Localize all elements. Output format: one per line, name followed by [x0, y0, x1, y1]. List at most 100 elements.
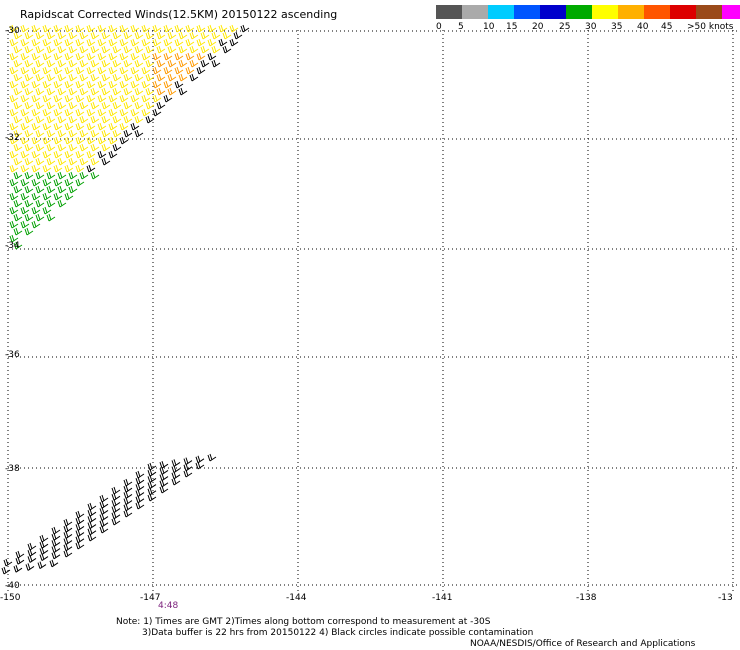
- wind-barb: [183, 457, 193, 466]
- wind-barb: [24, 129, 34, 138]
- wind-barb: [112, 59, 122, 68]
- wind-barb: [46, 31, 56, 40]
- wind-barb: [46, 171, 56, 180]
- wind-barb: [13, 565, 23, 573]
- wind-barb: [79, 45, 89, 54]
- wind-barb: [35, 87, 45, 96]
- wind-barb: [42, 206, 52, 215]
- wind-barb: [90, 73, 100, 82]
- wind-barb: [68, 115, 78, 124]
- wind-barb: [135, 495, 145, 504]
- wind-barb: [24, 199, 34, 208]
- wind-barb: [42, 122, 52, 131]
- wind-barb: [130, 52, 140, 61]
- wind-barb: [31, 178, 41, 187]
- wind-barb: [123, 31, 133, 40]
- wind-barb: [63, 525, 73, 533]
- wind-barb: [24, 59, 34, 68]
- wind-barb: [101, 143, 111, 152]
- wind-barb: [79, 171, 89, 180]
- wind-barb: [123, 129, 133, 138]
- wind-barb: [90, 45, 100, 54]
- wind-barb: [87, 527, 97, 536]
- wind-barb: [53, 94, 63, 103]
- wind-barb: [64, 80, 74, 89]
- wind-barb: [167, 31, 177, 40]
- wind-barb: [39, 534, 49, 543]
- wind-barb: [119, 94, 129, 103]
- wind-barb: [68, 129, 78, 138]
- wind-barb: [159, 473, 169, 482]
- wind-barb: [64, 94, 74, 103]
- wind-barb: [42, 94, 52, 103]
- wind-barb: [152, 52, 162, 61]
- wind-barb: [35, 199, 45, 208]
- legend-swatch: [488, 5, 514, 19]
- wind-barb: [53, 164, 63, 173]
- wind-barb: [163, 52, 173, 61]
- wind-barb: [156, 87, 166, 96]
- wind-barb: [178, 59, 188, 68]
- wind-barb: [20, 122, 30, 131]
- wind-barb: [13, 171, 23, 180]
- wind-barb: [46, 213, 56, 222]
- wind-barb: [233, 31, 243, 40]
- wind-barb: [13, 185, 23, 194]
- wind-barb: [24, 171, 34, 180]
- wind-barb: [31, 164, 41, 173]
- wind-barb: [24, 143, 34, 152]
- wind-barb: [13, 241, 23, 250]
- wind-barb: [218, 38, 228, 47]
- wind-barb: [147, 493, 157, 502]
- legend-swatch: [462, 5, 488, 19]
- wind-barb: [79, 87, 89, 96]
- wind-barb: [13, 101, 23, 110]
- wind-barb: [31, 38, 41, 47]
- wind-barb: [108, 108, 118, 117]
- wind-barb: [97, 94, 107, 103]
- wind-barb: [53, 192, 63, 201]
- wind-barb: [64, 150, 74, 159]
- wind-barb: [135, 501, 145, 510]
- wind-barb: [24, 115, 34, 124]
- wind-barb: [145, 101, 155, 110]
- wind-barb: [141, 24, 151, 33]
- wind-barb: [163, 94, 173, 103]
- wind-barb: [86, 136, 96, 145]
- wind-barb: [112, 31, 122, 40]
- wind-barb: [86, 94, 96, 103]
- wind-barb: [75, 66, 85, 75]
- wind-barb: [101, 59, 111, 68]
- wind-barb: [64, 66, 74, 75]
- wind-barb: [152, 94, 162, 103]
- wind-barb: [24, 73, 34, 82]
- wind-barb: [147, 462, 157, 471]
- wind-barb: [46, 45, 56, 54]
- wind-barb: [9, 136, 19, 145]
- wind-barb: [87, 521, 97, 530]
- wind-barb: [86, 38, 96, 47]
- wind-barb: [134, 87, 144, 96]
- wind-barb: [196, 38, 206, 47]
- wind-barb: [64, 136, 74, 145]
- wind-barb: [112, 143, 122, 152]
- wind-barb: [53, 136, 63, 145]
- wind-barb: [53, 178, 63, 187]
- wind-barb: [134, 115, 144, 124]
- legend-label: 10: [483, 22, 495, 32]
- wind-barb: [156, 73, 166, 82]
- wind-barb: [63, 518, 73, 527]
- wind-barb: [130, 108, 140, 117]
- wind-barb: [53, 150, 63, 159]
- wind-barb: [130, 122, 140, 131]
- wind-barb: [31, 206, 41, 215]
- wind-barb: [134, 129, 144, 138]
- legend-swatch: [618, 5, 644, 19]
- legend-label: 20: [532, 22, 544, 32]
- wind-barb: [90, 101, 100, 110]
- wind-barb: [75, 523, 85, 531]
- wind-barb: [35, 45, 45, 54]
- wind-barb: [112, 73, 122, 82]
- wind-barb: [86, 108, 96, 117]
- wind-barb: [159, 467, 169, 475]
